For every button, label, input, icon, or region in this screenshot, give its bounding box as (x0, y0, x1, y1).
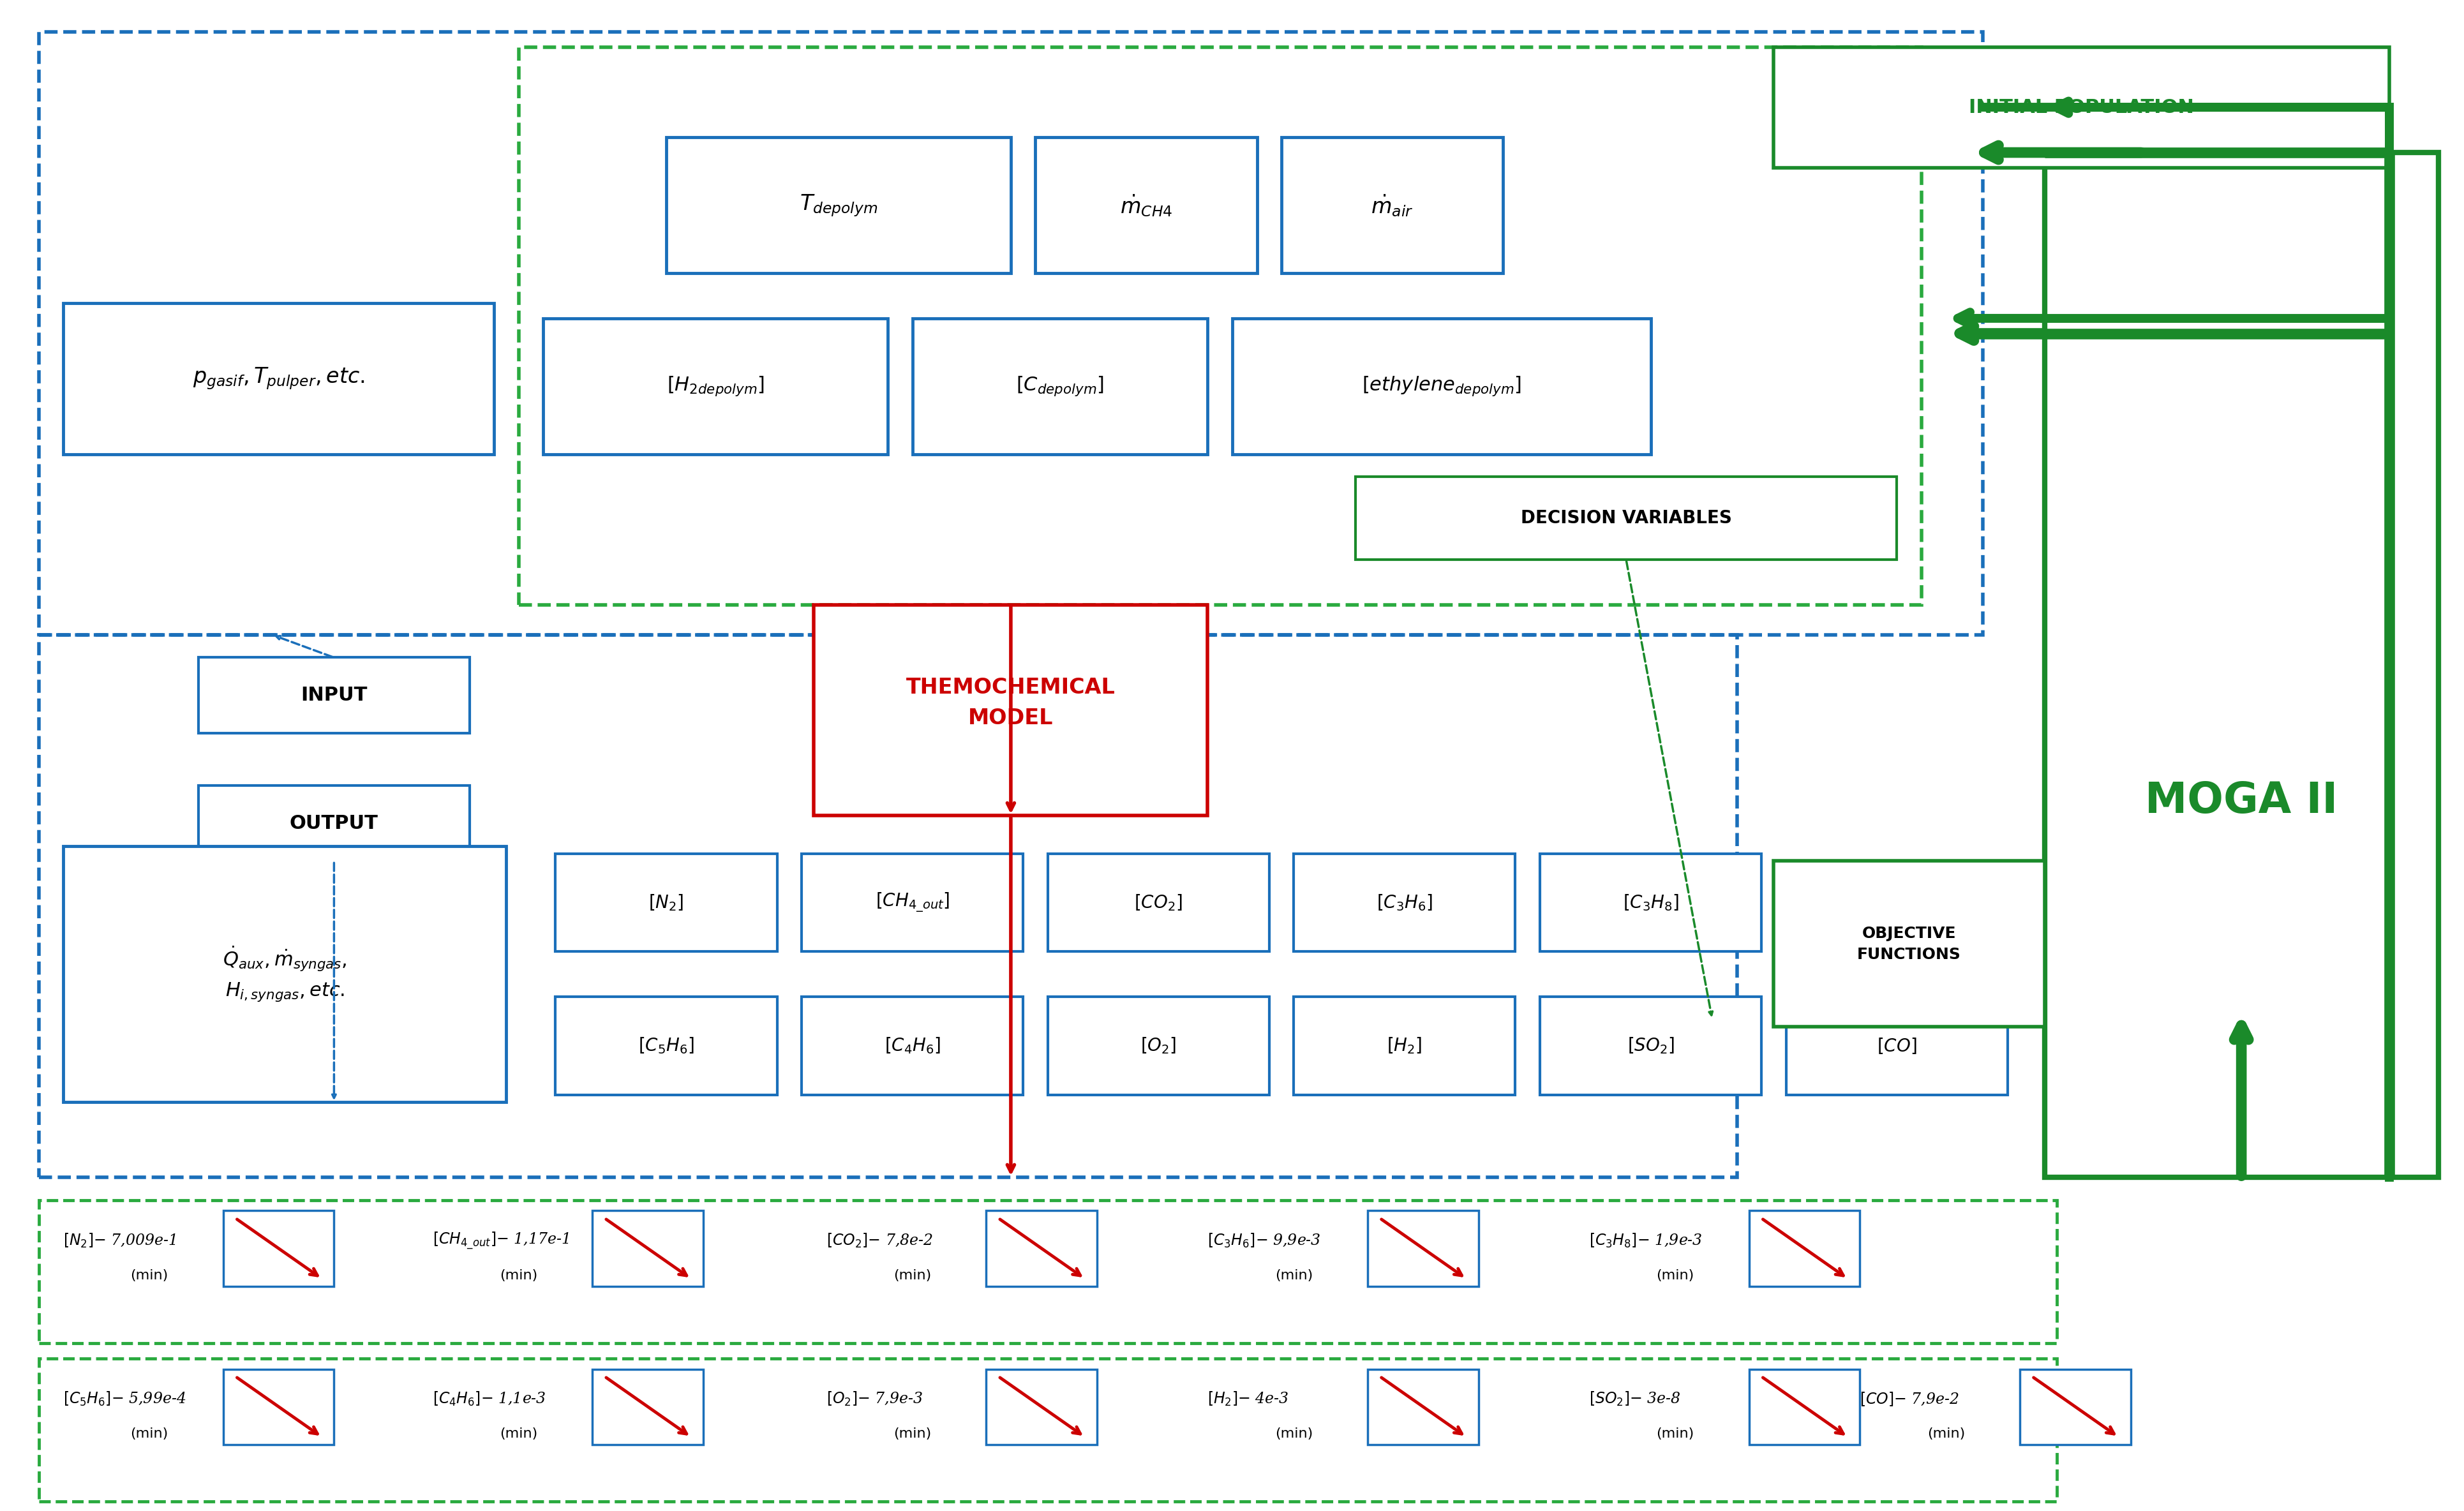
Text: (min): (min) (131, 1428, 168, 1440)
Bar (591, 1369, 702, 1445)
Text: $[C_3H_6]$: $[C_3H_6]$ (1377, 893, 1432, 913)
Bar (1774, 861, 2045, 1027)
Text: $\dot{m}_{air}$: $\dot{m}_{air}$ (1370, 192, 1414, 218)
Text: $[H_2]$$-$ 4e-3: $[H_2]$$-$ 4e-3 (1207, 1390, 1289, 1408)
Text: (min): (min) (894, 1428, 931, 1440)
Text: (min): (min) (131, 1269, 168, 1281)
Text: (min): (min) (1927, 1428, 1964, 1440)
Text: MOGA II: MOGA II (2144, 780, 2338, 822)
Bar (39, 32, 1984, 635)
Bar (1047, 854, 1269, 952)
Text: DECISION VARIABLES: DECISION VARIABLES (1520, 509, 1732, 527)
Text: $[CH_{4\_out}]$: $[CH_{4\_out}]$ (875, 891, 949, 914)
Text: $\dot{Q}_{aux}, \dot{m}_{syngas},$
$H_{i,syngas}, etc.$: $\dot{Q}_{aux}, \dot{m}_{syngas},$ $H_{i… (222, 944, 347, 1003)
Bar (591, 1210, 702, 1286)
Bar (1774, 47, 2388, 168)
Text: THEMOCHEMICAL
MODEL: THEMOCHEMICAL MODEL (907, 677, 1116, 728)
Bar (2020, 1369, 2129, 1445)
Bar (517, 47, 1922, 604)
Text: $[C_5H_6]$$-$ 5,99e-4: $[C_5H_6]$$-$ 5,99e-4 (64, 1390, 185, 1408)
Text: $[SO_2]$$-$ 3e-8: $[SO_2]$$-$ 3e-8 (1589, 1390, 1680, 1408)
Text: $[SO_2]$: $[SO_2]$ (1626, 1037, 1673, 1056)
Text: $[O_2]$: $[O_2]$ (1141, 1037, 1175, 1056)
Bar (2045, 153, 2437, 1177)
Bar (912, 319, 1207, 453)
Bar (665, 138, 1010, 273)
Bar (39, 1200, 2057, 1343)
Text: $[N_2]$$-$ 7,009e-1: $[N_2]$$-$ 7,009e-1 (64, 1233, 175, 1250)
Bar (542, 319, 887, 453)
Bar (64, 846, 505, 1102)
Text: $[C_5H_6]$: $[C_5H_6]$ (638, 1037, 695, 1056)
Text: (min): (min) (1274, 1269, 1313, 1281)
Bar (64, 304, 493, 453)
Text: (min): (min) (894, 1269, 931, 1281)
Text: $[N_2]$: $[N_2]$ (648, 893, 683, 913)
Bar (1540, 854, 1762, 952)
Text: $[C_3H_8]$: $[C_3H_8]$ (1621, 893, 1678, 913)
Text: $[H_{2depolym}]$: $[H_{2depolym}]$ (665, 375, 764, 397)
Text: $[C_4H_6]$: $[C_4H_6]$ (885, 1037, 941, 1056)
Text: $[O_2]$$-$ 7,9e-3: $[O_2]$$-$ 7,9e-3 (825, 1390, 922, 1408)
Bar (1232, 319, 1651, 453)
Text: $[CH_{4\_out}]$$-$ 1,17e-1: $[CH_{4\_out}]$$-$ 1,17e-1 (431, 1231, 569, 1251)
Bar (1786, 997, 2008, 1094)
Text: $[CO_2]$: $[CO_2]$ (1133, 893, 1183, 913)
Text: INPUT: INPUT (301, 686, 367, 704)
Bar (1540, 997, 1762, 1094)
Bar (1035, 138, 1257, 273)
Text: (min): (min) (500, 1269, 537, 1281)
Bar (1294, 997, 1515, 1094)
Bar (801, 854, 1023, 952)
Text: $[CO]$$-$ 7,9e-2: $[CO]$$-$ 7,9e-2 (1860, 1390, 1959, 1408)
Bar (1749, 1210, 1860, 1286)
Text: $[ethylene_{depolym}]$: $[ethylene_{depolym}]$ (1360, 375, 1520, 397)
Text: $[C_3H_6]$$-$ 9,9e-3: $[C_3H_6]$$-$ 9,9e-3 (1207, 1233, 1321, 1250)
Text: $[C_4H_6]$$-$ 1,1e-3: $[C_4H_6]$$-$ 1,1e-3 (431, 1390, 547, 1408)
Bar (200, 657, 468, 733)
Bar (224, 1210, 335, 1286)
Text: $\dot{m}_{CH4}$: $\dot{m}_{CH4}$ (1119, 192, 1173, 218)
Bar (986, 1369, 1096, 1445)
Bar (39, 1358, 2057, 1502)
Bar (200, 786, 468, 861)
Text: INITIAL POPULATION: INITIAL POPULATION (1969, 98, 2193, 116)
Bar (813, 604, 1207, 816)
Text: (min): (min) (1274, 1428, 1313, 1440)
Text: (min): (min) (500, 1428, 537, 1440)
Text: $[CO_2]$$-$ 7,8e-2: $[CO_2]$$-$ 7,8e-2 (825, 1233, 934, 1250)
Text: (min): (min) (1656, 1428, 1693, 1440)
Bar (986, 1210, 1096, 1286)
Bar (801, 997, 1023, 1094)
Bar (39, 635, 1737, 1177)
Bar (1294, 854, 1515, 952)
Text: $p_{gasif}, T_{pulper}, etc.$: $p_{gasif}, T_{pulper}, etc.$ (192, 366, 365, 391)
Bar (554, 854, 776, 952)
Text: OUTPUT: OUTPUT (291, 814, 379, 833)
Text: $[CO]$: $[CO]$ (1878, 1037, 1917, 1055)
Bar (554, 997, 776, 1094)
Text: (min): (min) (1656, 1269, 1693, 1281)
Text: $[H_2]$: $[H_2]$ (1387, 1037, 1422, 1056)
Text: $T_{depolym}$: $T_{depolym}$ (798, 192, 877, 218)
Bar (1749, 1369, 1860, 1445)
Text: $[C_3H_8]$$-$ 1,9e-3: $[C_3H_8]$$-$ 1,9e-3 (1589, 1233, 1703, 1250)
Bar (1047, 997, 1269, 1094)
Bar (1368, 1210, 1478, 1286)
Bar (1355, 476, 1897, 559)
Text: $[C_{depolym}]$: $[C_{depolym}]$ (1015, 375, 1104, 397)
Bar (1281, 138, 1503, 273)
Bar (224, 1369, 335, 1445)
Text: OBJECTIVE
FUNCTIONS: OBJECTIVE FUNCTIONS (1858, 926, 1961, 963)
Bar (1368, 1369, 1478, 1445)
